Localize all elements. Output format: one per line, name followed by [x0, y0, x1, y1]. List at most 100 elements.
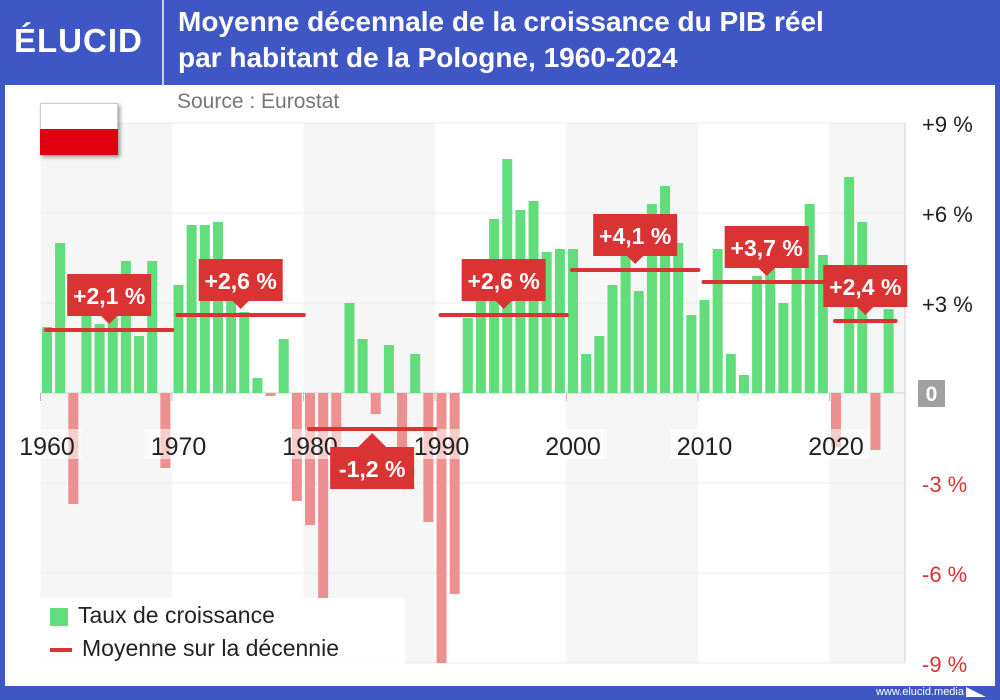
bar-2000	[568, 249, 578, 393]
legend-swatch-line	[50, 647, 72, 652]
y-tick-label: +3 %	[922, 292, 973, 317]
bar-1983	[344, 303, 355, 393]
bar-1987	[397, 393, 408, 447]
bar-2010	[699, 300, 710, 393]
bar-1971	[186, 225, 197, 393]
label-pointer	[758, 268, 775, 276]
bar-1996	[515, 210, 526, 393]
label-box	[330, 447, 415, 489]
bar-1961	[55, 243, 66, 393]
label-box	[593, 214, 678, 256]
label-text: +2,6 %	[205, 268, 277, 294]
bar-2017	[791, 243, 802, 393]
label-text: +4,1 %	[599, 223, 671, 249]
bar-1970	[173, 285, 184, 393]
decade-average-label: +2,1 %	[67, 274, 152, 324]
bar-2009	[686, 315, 697, 393]
bar-2006	[646, 204, 657, 393]
label-box	[724, 226, 809, 268]
bar-1993	[475, 285, 486, 393]
bar-1977	[265, 393, 276, 396]
bar-1965	[107, 303, 118, 393]
label-text: +2,6 %	[468, 268, 540, 294]
bar-2003	[607, 285, 618, 393]
bar-1973	[212, 222, 223, 393]
bar-1974	[226, 267, 237, 393]
label-text: +2,1 %	[73, 283, 145, 309]
bar-2008	[673, 243, 684, 393]
decade-average-label: +3,7 %	[724, 226, 809, 276]
x-tick-label-bg	[539, 429, 607, 459]
bar-1988	[410, 354, 421, 393]
y-tick-label: -9 %	[922, 652, 967, 677]
bar-2002	[594, 336, 605, 393]
y-tick-label: -6 %	[922, 562, 967, 587]
legend-item-line: Moyenne sur la décennie	[50, 635, 339, 662]
label-pointer	[627, 256, 644, 264]
label-box	[198, 259, 283, 301]
bar-2018	[804, 204, 815, 393]
x-tick-label: 1990	[414, 433, 470, 461]
y-tick-label: 0	[926, 383, 938, 406]
label-text: +2,4 %	[829, 274, 901, 300]
legend-label-bars: Taux de croissance	[78, 602, 275, 628]
bar-1963	[81, 303, 92, 393]
label-box	[67, 274, 152, 316]
x-tick-label-bg	[144, 429, 213, 459]
title-line-2: par habitant de la Pologne, 1960-2024	[178, 42, 678, 73]
source-note: Source : Eurostat	[177, 90, 340, 113]
elucid-mark-icon	[966, 687, 986, 697]
x-tick-label: 2020	[808, 433, 864, 461]
y-tick-label: +6 %	[922, 202, 973, 227]
label-pointer	[857, 307, 874, 315]
zero-label-bg	[918, 380, 945, 407]
x-tick-label: 1960	[19, 433, 75, 461]
bar-2007	[660, 186, 671, 393]
bar-2016	[778, 303, 789, 393]
bar-1976	[252, 378, 263, 393]
bar-1978	[278, 339, 289, 393]
bar-2024	[883, 309, 894, 393]
legend: Taux de croissance Moyenne sur la décenn…	[40, 598, 405, 666]
bar-1972	[199, 225, 210, 393]
legend-item-bars: Taux de croissance	[50, 602, 275, 629]
poland-flag-icon	[40, 103, 118, 155]
x-tick-label: 2000	[545, 433, 601, 461]
bar-1960	[42, 327, 52, 393]
bar-2014	[752, 276, 763, 393]
legend-swatch-green	[50, 607, 68, 626]
bar-1968	[147, 261, 158, 393]
label-box	[461, 259, 546, 301]
x-tick-label-bg	[670, 429, 739, 459]
footer-url[interactable]: www.elucid.media	[875, 686, 964, 698]
title-line-1: Moyenne décennale de la croissance du PI…	[178, 6, 824, 37]
x-tick-label: 1980	[282, 433, 338, 461]
bar-2011	[712, 249, 723, 393]
bar-2001	[581, 354, 592, 393]
x-tick-label: 1970	[151, 433, 207, 461]
bar-2013	[738, 375, 749, 393]
label-text: +3,7 %	[731, 235, 803, 261]
bar-1999	[554, 249, 565, 393]
decade-average-label: +2,6 %	[461, 259, 546, 309]
bar-1998	[541, 252, 552, 393]
decade-average-label: +2,6 %	[198, 259, 283, 309]
bar-2004	[620, 237, 631, 393]
decade-average-label: +2,4 %	[823, 265, 908, 315]
elucid-logo: ÉLUCID	[14, 22, 143, 59]
bar-2012	[725, 354, 736, 393]
label-pointer	[232, 301, 249, 309]
x-tick-label-bg	[802, 429, 870, 459]
bar-1984	[357, 339, 368, 393]
header: ÉLUCID Moyenne décennale de la croissanc…	[0, 0, 1000, 85]
label-pointer	[101, 316, 118, 324]
bar-1986	[383, 345, 394, 393]
x-tick-label-bg	[13, 429, 81, 459]
bar-1966	[120, 261, 131, 393]
chart-title: Moyenne décennale de la croissance du PI…	[178, 4, 824, 76]
label-text: -1,2 %	[339, 456, 405, 482]
bar-2020	[831, 393, 841, 447]
bar-1967	[134, 336, 145, 393]
y-tick-label: -3 %	[922, 472, 967, 497]
